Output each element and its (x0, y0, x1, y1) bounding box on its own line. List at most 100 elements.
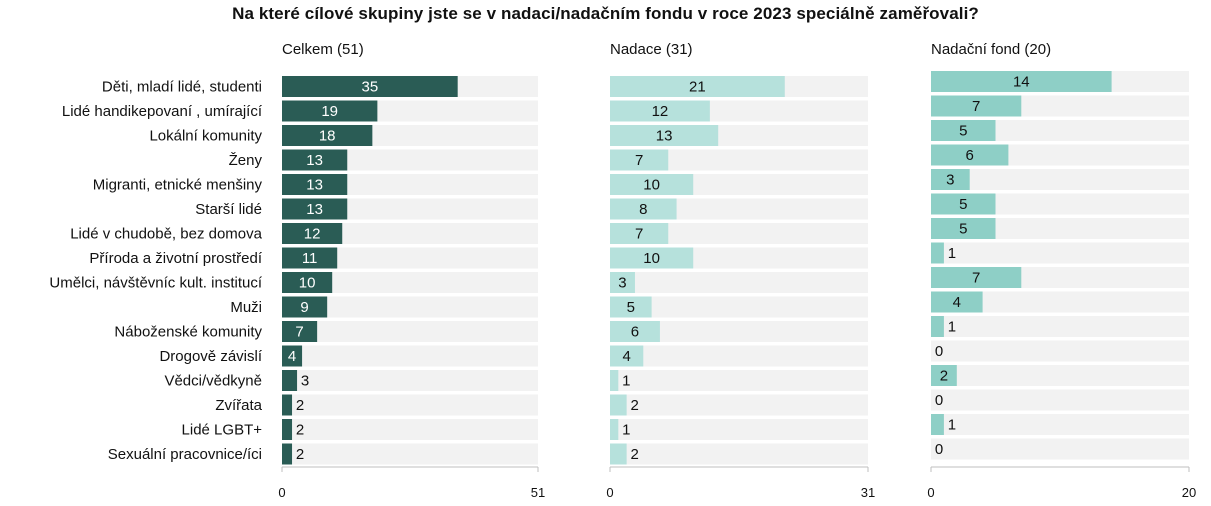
bar (282, 443, 293, 465)
data-label: 7 (635, 226, 643, 243)
category-label: Lokální komunity (149, 128, 262, 145)
category-label: Drogově závislí (159, 348, 262, 365)
category-label: Starší lidé (195, 201, 262, 218)
bar (610, 149, 669, 171)
data-label: 12 (652, 103, 669, 120)
bar-track (282, 272, 538, 293)
bar-track (610, 223, 868, 244)
data-label: 2 (630, 397, 638, 414)
bar (931, 169, 970, 190)
data-label: 0 (935, 441, 943, 458)
bar (282, 198, 348, 220)
data-label: 2 (630, 446, 638, 463)
bar (282, 223, 343, 244)
data-label: 7 (295, 324, 303, 341)
bar (282, 419, 293, 440)
panel-title: Nadace (31) (610, 41, 693, 58)
category-label: Náboženské komunity (114, 324, 262, 341)
bar (610, 198, 677, 220)
data-label: 1 (622, 373, 630, 390)
data-label: 13 (306, 177, 323, 194)
bar (931, 365, 957, 386)
data-label: 0 (935, 392, 943, 409)
bar (282, 370, 298, 391)
bar-track (610, 370, 868, 391)
bar (282, 296, 328, 318)
bar (931, 414, 944, 435)
data-label: 4 (288, 348, 296, 365)
category-label: Umělci, návštěvníc kult. institucí (49, 275, 262, 292)
data-label: 2 (940, 368, 948, 385)
category-label: Zvířata (215, 397, 262, 414)
bar-track (931, 169, 1189, 190)
bar (282, 149, 348, 171)
data-label: 13 (306, 152, 323, 169)
data-label: 1 (948, 417, 956, 434)
data-label: 11 (302, 250, 318, 267)
axis-tick-label: 20 (1182, 485, 1196, 500)
category-label: Lidé v chudobě, bez domova (70, 226, 262, 243)
bar-track (931, 242, 1189, 264)
axis-tick-label: 51 (531, 485, 545, 500)
bar-track (282, 370, 538, 391)
axis-tick-label: 0 (278, 485, 285, 500)
data-label: 6 (966, 147, 974, 164)
bar (610, 125, 719, 146)
data-label: 2 (296, 397, 304, 414)
data-label: 7 (972, 270, 980, 287)
bar (610, 370, 619, 391)
bar (931, 291, 983, 313)
bar (610, 100, 710, 122)
data-label: 5 (627, 299, 635, 316)
axis-tick-label: 0 (606, 485, 613, 500)
bar (931, 144, 1009, 166)
bar (282, 321, 318, 342)
axis-tick-label: 0 (927, 485, 934, 500)
category-label: Lidé LGBT+ (182, 422, 263, 439)
category-label: Lidé handikepovaní , umírající (62, 103, 263, 120)
data-label: 5 (959, 221, 967, 238)
data-label: 12 (304, 226, 321, 243)
bar (610, 223, 669, 244)
data-label: 8 (639, 201, 647, 218)
bar-track (931, 291, 1189, 313)
data-label: 2 (296, 422, 304, 439)
data-label: 1 (622, 422, 630, 439)
bar-track (282, 223, 538, 244)
bar-track (282, 296, 538, 318)
bar (282, 247, 338, 269)
bar-track (931, 365, 1189, 386)
data-label: 35 (361, 79, 378, 96)
data-label: 5 (959, 123, 967, 140)
data-label: 1 (948, 245, 956, 262)
bar (282, 76, 458, 97)
data-label: 4 (953, 294, 961, 311)
data-label: 10 (643, 250, 660, 267)
data-label: 4 (622, 348, 630, 365)
data-label: 14 (1013, 74, 1030, 91)
data-label: 1 (948, 319, 956, 336)
data-label: 19 (321, 103, 338, 120)
bar (931, 71, 1112, 92)
bar (610, 76, 785, 97)
axis-tick-label: 31 (861, 485, 875, 500)
category-label: Migranti, etnické menšiny (93, 177, 263, 194)
bar (282, 272, 333, 293)
category-label: Muži (230, 299, 262, 316)
bar (610, 247, 694, 269)
bar (931, 267, 1022, 288)
bar-track (610, 149, 868, 171)
bar (931, 218, 996, 239)
bar-track (610, 394, 868, 416)
category-label: Příroda a životní prostředí (89, 250, 262, 267)
bar (282, 174, 348, 195)
category-label: Vědci/vědkyně (164, 373, 262, 390)
bar (610, 321, 660, 342)
bar-track (931, 438, 1189, 460)
bar-track (610, 272, 868, 293)
data-label: 3 (301, 373, 309, 390)
bar-track (282, 443, 538, 465)
